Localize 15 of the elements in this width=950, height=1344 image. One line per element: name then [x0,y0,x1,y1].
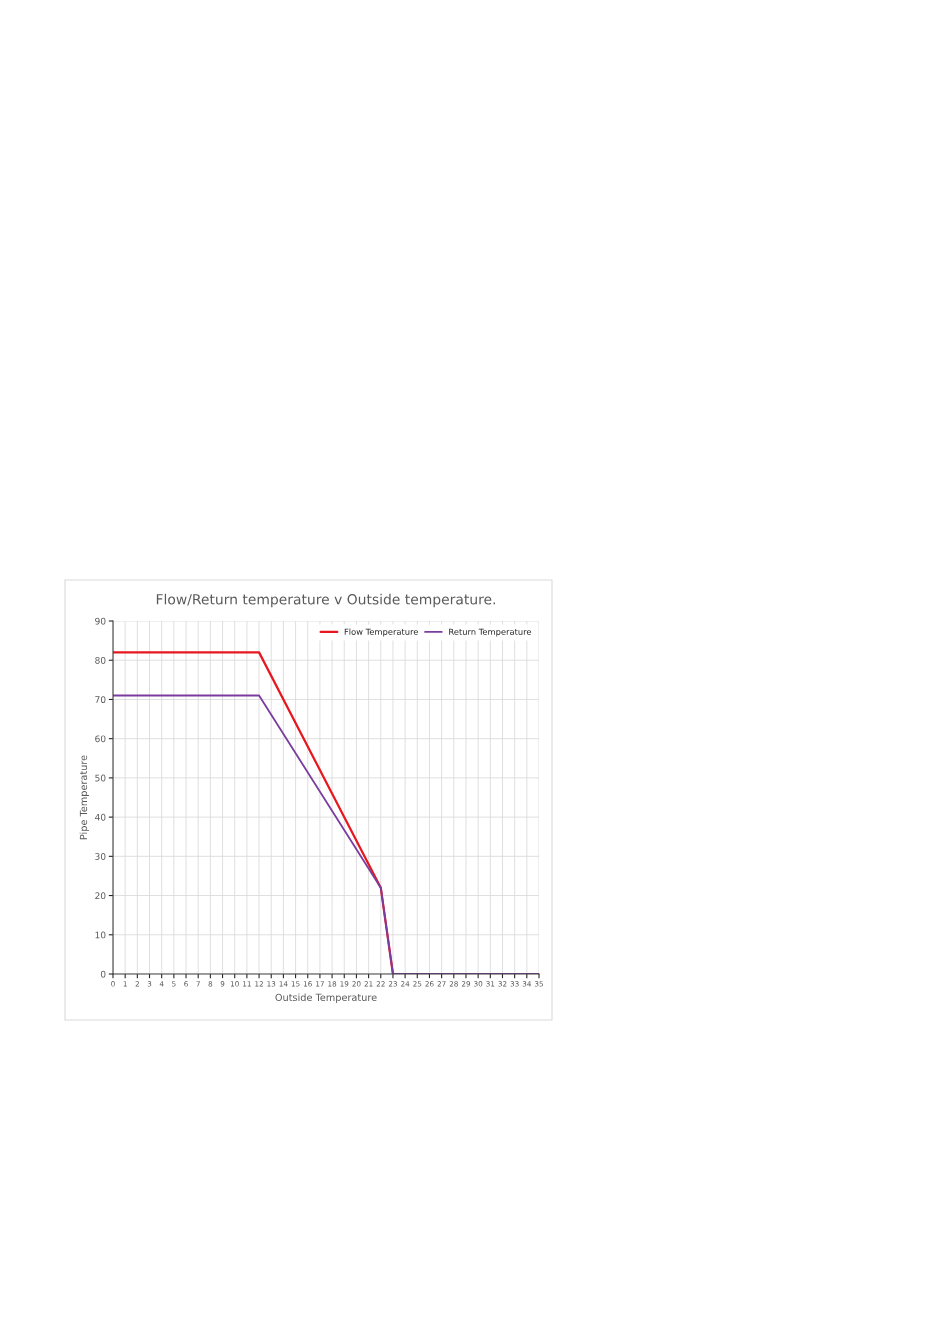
y-tick-label: 20 [95,892,106,900]
y-tick-label: 10 [95,931,106,939]
chart-title: Flow/Return temperature v Outside temperature. [156,593,495,608]
y-axis-title: Pipe Temperature [79,755,90,840]
y-tick-label: 0 [100,970,106,978]
x-axis-title: Outside Temperature [275,993,377,1003]
legend-label: Return Temperature [449,628,532,637]
y-tick-label: 50 [95,774,106,782]
y-tick-label: 90 [95,617,106,625]
y-tick-label: 30 [95,853,106,860]
y-tick-label: 40 [95,813,106,821]
y-tick-label: 60 [95,735,106,743]
y-tick-label: 70 [95,696,106,703]
legend-label: Flow Temperature [344,628,418,637]
y-tick-label: 80 [95,656,106,664]
